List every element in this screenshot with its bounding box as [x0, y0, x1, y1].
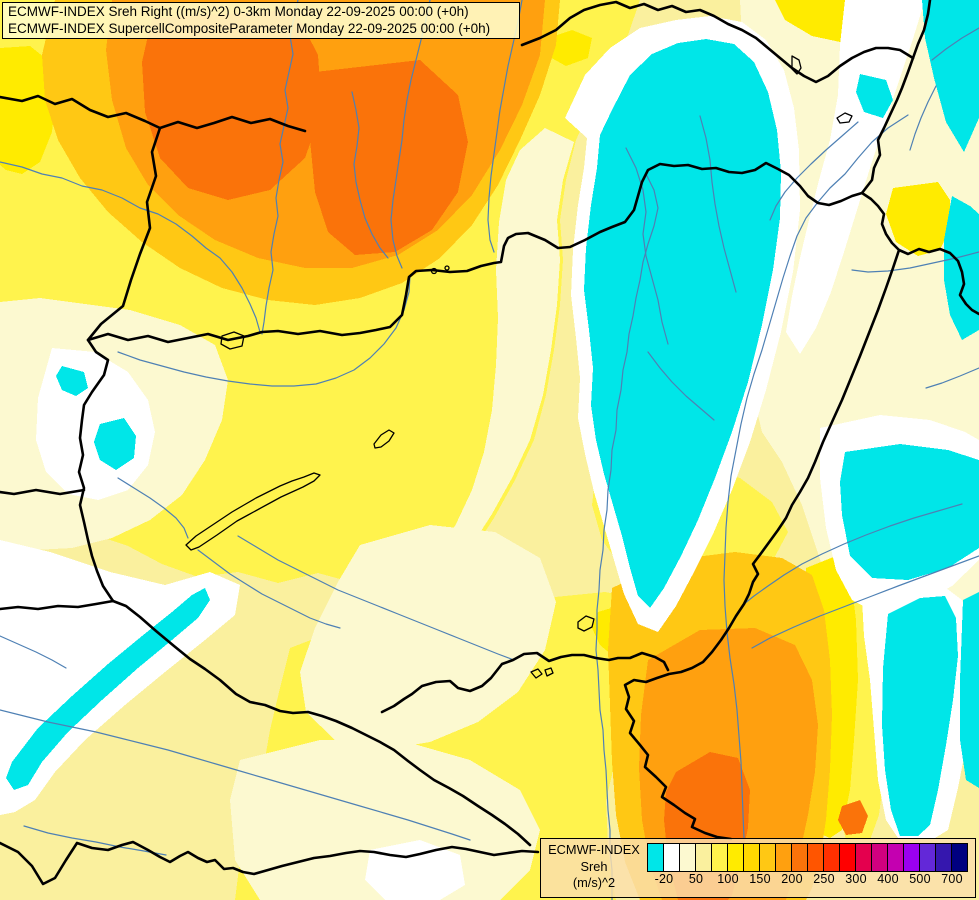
legend-swatch: [696, 844, 712, 871]
legend-swatch: [648, 844, 664, 871]
river-ne-3: [647, 351, 715, 421]
danube-islet-4: [444, 265, 450, 271]
border-hu-ua: [860, 191, 979, 316]
river-sw-2: [23, 825, 167, 856]
legend-swatch: [824, 844, 840, 871]
river-morava: [261, 0, 299, 335]
legend-swatch: [792, 844, 808, 871]
border-at-si: [0, 488, 86, 496]
river-mura-drava: [237, 535, 515, 661]
river-vah: [390, 0, 431, 269]
legend-swatch: [952, 844, 967, 871]
lake-ferto-outline: [220, 331, 245, 350]
river-sw-1: [0, 635, 67, 669]
river-ua-1: [909, 85, 937, 151]
legend-tick-label: 150: [749, 872, 771, 886]
legend-swatch: [872, 844, 888, 871]
legend-box: ECMWF-INDEX Sreh (m/s)^2 -20 50 100 150 200 2…: [540, 838, 976, 898]
legend-swatch: [808, 844, 824, 871]
title-line-2: ECMWF-INDEX SupercellCompositeParameter …: [8, 20, 491, 36]
legend-swatch: [904, 844, 920, 871]
field-cyan: [6, 0, 979, 836]
border-si-west: [0, 599, 115, 611]
legend-swatch: [840, 844, 856, 871]
legend-colorbar: [647, 843, 968, 872]
border-pl-ua: [911, 0, 932, 60]
river-raba: [117, 275, 411, 387]
legend-tick-label: 200: [781, 872, 803, 886]
legend-swatch: [888, 844, 904, 871]
river-sava: [0, 709, 471, 841]
river-hron: [487, 0, 523, 253]
border-hr-ba-sava: [0, 840, 540, 886]
border-sk-hu-danube: [86, 161, 864, 344]
lake-balaton-outline: [185, 472, 321, 551]
legend-title-block: ECMWF-INDEX Sreh (m/s)^2: [541, 842, 647, 892]
legend-swatch: [936, 844, 952, 871]
legend-tick-label: 500: [909, 872, 931, 886]
legend-tick-label: 400: [877, 872, 899, 886]
river-danube-hungary: [595, 173, 659, 900]
legend-tick-label: 300: [845, 872, 867, 886]
river-sio: [197, 549, 341, 629]
legend-tick-label: 100: [717, 872, 739, 886]
legend-swatch: [664, 844, 680, 871]
legend-swatch: [744, 844, 760, 871]
river-tisza: [723, 114, 909, 839]
title-box: ECMWF-INDEX Sreh Right ((m/s)^2) 0-3km M…: [2, 2, 520, 39]
legend-swatch: [728, 844, 744, 871]
river-nitra: [351, 91, 389, 259]
legend-units-label: (m/s)^2: [572, 875, 616, 890]
border-sk-pl: [520, 0, 915, 84]
lake-velence-outline: [373, 429, 395, 449]
legend-tick-label: 250: [813, 872, 835, 886]
legend-tick-label: -20: [654, 872, 674, 886]
river-east-small: [925, 367, 979, 389]
danube-islet-2: [544, 667, 554, 677]
border-at-hu-west: [77, 126, 162, 603]
field-deep-orange: [142, 10, 868, 900]
lake-ua-2: [836, 112, 853, 124]
river-ua-2: [931, 27, 979, 61]
legend-swatch: [920, 844, 936, 871]
legend-tick-label: 700: [941, 872, 963, 886]
legend-swatch: [712, 844, 728, 871]
legend-swatch: [856, 844, 872, 871]
legend-parameter-label: Sreh: [580, 858, 608, 874]
legend-swatch: [776, 844, 792, 871]
border-si-hr: [111, 599, 532, 847]
title-line-1: ECMWF-INDEX Sreh Right ((m/s)^2) 0-3km M…: [8, 4, 469, 19]
river-bodrog: [769, 121, 859, 221]
legend-tick-label: 50: [688, 872, 704, 886]
border-hr-hu-drava: [380, 651, 670, 714]
legend-swatch: [760, 844, 776, 871]
danube-islet-1: [530, 668, 543, 679]
border-hu-ro-rs: [623, 248, 901, 841]
river-ne-2: [699, 115, 737, 293]
legend-ticks: -20 50 100 150 200 250 300 400 500 700: [541, 872, 975, 892]
river-koros: [743, 503, 963, 605]
river-mures: [751, 555, 979, 649]
legend-product-label: ECMWF-INDEX: [548, 842, 640, 857]
lakes: [185, 55, 853, 679]
border-sk-ua: [860, 56, 915, 195]
lake-tisza-outline: [577, 615, 595, 632]
border-cz-at: [0, 94, 307, 133]
river-zala: [117, 477, 189, 539]
river-danube-upper: [0, 161, 261, 333]
legend-swatch: [680, 844, 696, 871]
river-ne-1: [625, 147, 669, 345]
